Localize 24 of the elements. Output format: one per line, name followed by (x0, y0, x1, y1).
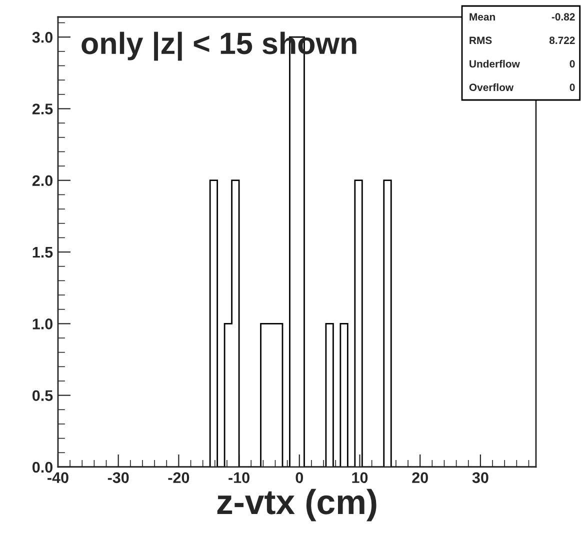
annotation: RMS (470, 36, 492, 44)
y-tick-label: 0.0 (32, 462, 52, 473)
y-tick-label: 0.5 (32, 390, 53, 402)
x-tick-label: -10 (228, 472, 250, 484)
y-tick-label: 2.5 (32, 104, 53, 114)
x-axis-title: z-vtx (cm) (217, 488, 376, 522)
text: -0.82 (552, 13, 575, 21)
x-tick-label: -40 (48, 472, 68, 484)
y-tick-label: 1.0 (32, 318, 52, 330)
x-tick-label: -20 (168, 472, 190, 484)
x-tick-label: 0 (296, 472, 304, 484)
annotation: Mean (470, 13, 495, 21)
y-tick-label: 1.5 (32, 247, 53, 258)
text: 0 (570, 60, 575, 68)
y-tick-label: 3.0 (32, 32, 52, 43)
annotation: Underflow (470, 60, 520, 68)
x-tick-label: 20 (412, 472, 428, 484)
annotation: Overflow (469, 83, 514, 92)
text: 8.722 (549, 36, 575, 44)
text: 0 (570, 84, 575, 92)
y-tick-label: 2.0 (32, 175, 52, 186)
x-tick-label: 30 (472, 472, 488, 484)
x-tick-label: 10 (352, 472, 368, 484)
x-tick-label: -30 (108, 472, 129, 484)
